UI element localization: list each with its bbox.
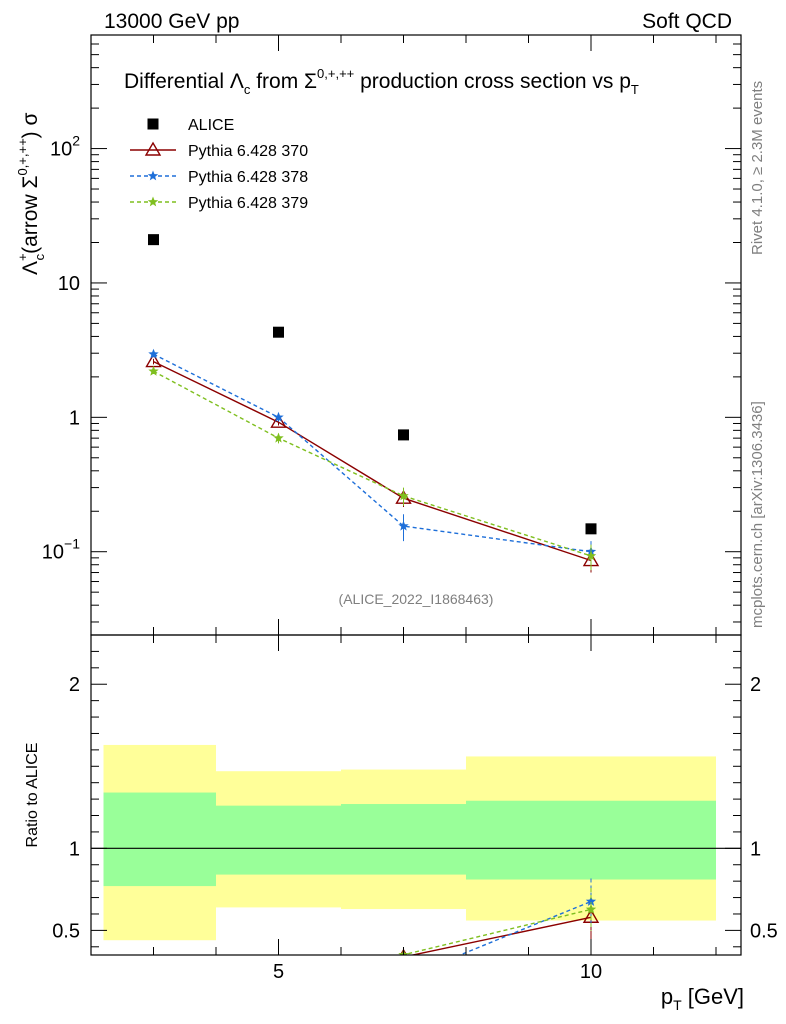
rivet-label: Rivet 4.1.0, ≥ 2.3M events [749,81,766,255]
ratio-point [148,984,158,994]
main-point [585,523,597,535]
ratio-band-green [466,800,716,880]
legend-entry-2: Pythia 6.428 378 [130,169,308,186]
ratio-axes: 0.5 0.5 1 1 2 2 5 10 [52,634,778,983]
legend-marker [144,141,162,156]
main-axes: 10−1 1 10 102 [42,34,742,636]
ratio-point [585,903,597,914]
ratio-point [398,973,408,983]
analysis-id: (ALICE_2022_I1868463) [339,591,494,607]
ratio-band-green [341,804,466,875]
main-y-axis-title: Λ+ c(arrow Σ0,+,++) σ [15,112,47,275]
main-series-3 [148,365,597,571]
main-y-tick-label: 102 [50,133,80,161]
main-plot-area [145,234,600,573]
legend-entry-0: ALICE [147,117,234,134]
ratio-band-green [216,805,341,875]
x-tick-label: 10 [580,961,602,983]
x-axis-title: pT [GeV] [661,984,744,1013]
legend-label: Pythia 6.428 378 [188,169,308,186]
ratio-y-axis-title: Ratio to ALICE [24,743,41,848]
legend-marker [147,118,159,130]
ratio-point [585,896,597,906]
main-y-tick-label: 1 [69,407,80,429]
main-point [148,348,159,359]
main-point [148,234,159,246]
main-series-line [153,370,592,557]
energy-label: 13000 GeV pp [104,10,239,33]
ratio-series-line [458,900,592,955]
ratio-y-tick-label-right: 1 [750,838,761,860]
site-label: mcplots.cern.ch [arXiv:1306.3436] [749,401,766,628]
ratio-plot-area [91,744,741,1000]
main-series-line [153,353,592,553]
ratio-point [147,985,161,997]
main-point [148,365,159,376]
main-point [270,413,287,428]
ratio-band-green [103,792,216,887]
legend-entry-3: Pythia 6.428 379 [130,195,308,212]
ratio-point [148,990,158,1000]
main-point [273,326,284,338]
legend-label: Pythia 6.428 370 [188,143,308,160]
legend-marker [147,170,159,181]
main-point [273,432,284,443]
ratio-y-tick-label-right: 0.5 [750,920,778,942]
main-y-tick-label: 10 [58,273,80,295]
ratio-y-tick-label-right: 2 [750,674,761,696]
main-series-1 [145,353,600,573]
main-point [398,429,409,441]
main-series-line [153,360,592,562]
ratio-y-tick-label-left: 1 [69,838,80,860]
legend-label: Pythia 6.428 379 [188,195,308,212]
ratio-y-tick-label-left: 2 [69,674,80,696]
main-point [585,550,597,561]
legend-entry-1: Pythia 6.428 370 [130,141,308,160]
main-point [398,520,409,531]
ratio-y-tick-label-left: 0.5 [52,920,80,942]
legend-label: ALICE [188,117,234,134]
plot-title: Differential Λc from Σ0,+,++ production … [124,66,639,97]
category-label: Soft QCD [642,10,732,33]
main-point [398,490,409,501]
main-series-2 [148,348,597,565]
legend: ALICE Pythia 6.428 370 Pythia 6.428 378 Pyt… [130,117,308,212]
main-point [273,411,284,422]
legend-marker [147,196,159,207]
ratio-frame [90,634,742,956]
ratio-series-line [399,908,592,955]
main-y-tick-label: 10−1 [42,536,80,564]
ratio-series-line [409,916,592,955]
main-series-0 [148,234,597,535]
x-tick-label: 5 [273,961,284,983]
